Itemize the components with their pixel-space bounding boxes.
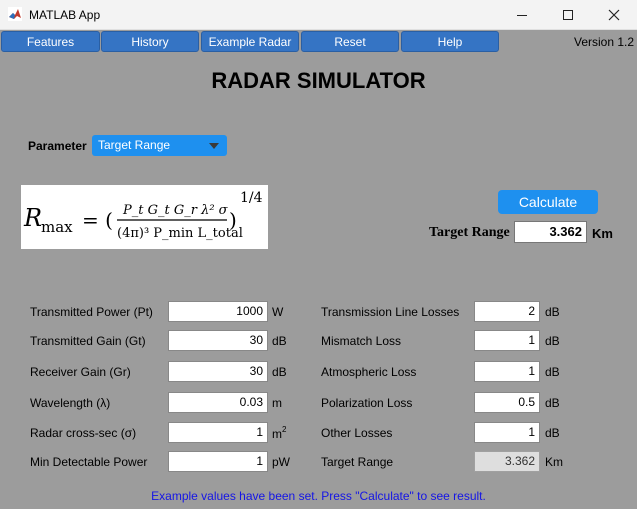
polarization-loss-unit: dB xyxy=(545,396,560,410)
matlab-icon xyxy=(8,7,22,21)
eq-lhs: R xyxy=(23,204,42,232)
svg-text:): ) xyxy=(229,208,237,232)
minimize-icon xyxy=(517,14,527,16)
min-detectable-power-input[interactable]: 1 xyxy=(168,451,268,472)
status-message: Example values have been set. Press "Cal… xyxy=(151,489,486,503)
other-losses-input[interactable]: 1 xyxy=(474,422,540,443)
page-title: RADAR SIMULATOR xyxy=(211,68,426,93)
version-label: Version 1.2 xyxy=(574,35,635,49)
wavelength-input[interactable]: 0.03 xyxy=(168,392,268,413)
transmitted-power-label: Transmitted Power (Pt) xyxy=(30,305,153,319)
transmitted-power-unit: W xyxy=(272,305,284,319)
min-detectable-power-label: Min Detectable Power xyxy=(30,455,148,469)
result-label: Target Range xyxy=(429,225,510,240)
result-value: 3.362 xyxy=(514,221,587,243)
reset-button[interactable]: Reset xyxy=(301,31,399,52)
parameter-label: Parameter xyxy=(28,139,87,153)
atmospheric-loss-unit: dB xyxy=(545,365,560,379)
features-button[interactable]: Features xyxy=(1,31,100,52)
history-button[interactable]: History xyxy=(101,31,199,52)
radar-equation: R max = ( P_t G_t G_r λ² σ (4π)³ P_min L… xyxy=(21,185,268,249)
target-range-output-label: Target Range xyxy=(321,455,394,469)
parameter-dropdown[interactable]: Target Range xyxy=(92,135,227,156)
wavelength-label: Wavelength (λ) xyxy=(30,396,111,410)
calculate-button[interactable]: Calculate xyxy=(498,190,598,214)
polarization-loss-input[interactable]: 0.5 xyxy=(474,392,540,413)
wavelength-unit: m xyxy=(272,396,282,410)
target-range-output: 3.362 xyxy=(474,451,540,472)
other-losses-label: Other Losses xyxy=(321,426,393,440)
example-radar-button[interactable]: Example Radar xyxy=(201,31,299,52)
receiver-gain-label: Receiver Gain (Gr) xyxy=(30,365,131,379)
atmospheric-loss-label: Atmospheric Loss xyxy=(321,365,417,379)
mismatch-loss-label: Mismatch Loss xyxy=(321,334,402,348)
eq-numerator: P_t G_t G_r λ² σ xyxy=(122,203,229,218)
target-range-output-unit: Km xyxy=(545,455,563,469)
maximize-button[interactable] xyxy=(545,0,591,30)
atmospheric-loss-input[interactable]: 1 xyxy=(474,361,540,382)
transmission-line-losses-unit: dB xyxy=(545,305,560,319)
radar-cross-section-input[interactable]: 1 xyxy=(168,422,268,443)
close-icon xyxy=(608,9,620,21)
receiver-gain-input[interactable]: 30 xyxy=(168,361,268,382)
radar-cross-section-unit: m2 xyxy=(272,425,287,441)
svg-text:= (: = ( xyxy=(82,208,113,232)
transmission-line-losses-input[interactable]: 2 xyxy=(474,301,540,322)
other-losses-unit: dB xyxy=(545,426,560,440)
close-button[interactable] xyxy=(591,0,637,30)
eq-denominator: (4π)³ P_min L_total xyxy=(117,226,243,241)
mismatch-loss-unit: dB xyxy=(545,334,560,348)
transmitted-power-input[interactable]: 1000 xyxy=(168,301,268,322)
receiver-gain-unit: dB xyxy=(272,365,287,379)
mismatch-loss-input[interactable]: 1 xyxy=(474,330,540,351)
transmission-line-losses-label: Transmission Line Losses xyxy=(321,305,460,319)
eq-lhs-sub: max xyxy=(41,218,73,236)
radar-cross-section-label: Radar cross-sec (σ) xyxy=(30,426,137,440)
maximize-icon xyxy=(563,10,573,20)
polarization-loss-label: Polarization Loss xyxy=(321,396,413,410)
eq-exponent: 1/4 xyxy=(240,190,263,206)
transmitted-gain-input[interactable]: 30 xyxy=(168,330,268,351)
transmitted-gain-unit: dB xyxy=(272,334,287,348)
help-button[interactable]: Help xyxy=(401,31,499,52)
result-unit: Km xyxy=(592,226,613,241)
transmitted-gain-label: Transmitted Gain (Gt) xyxy=(30,334,146,348)
min-detectable-power-unit: pW xyxy=(272,455,290,469)
minimize-button[interactable] xyxy=(499,0,545,30)
parameter-selected-value: Target Range xyxy=(98,138,171,152)
chevron-down-icon xyxy=(209,143,219,149)
title-bar: MATLAB App xyxy=(0,0,637,30)
window-title: MATLAB App xyxy=(29,8,101,22)
